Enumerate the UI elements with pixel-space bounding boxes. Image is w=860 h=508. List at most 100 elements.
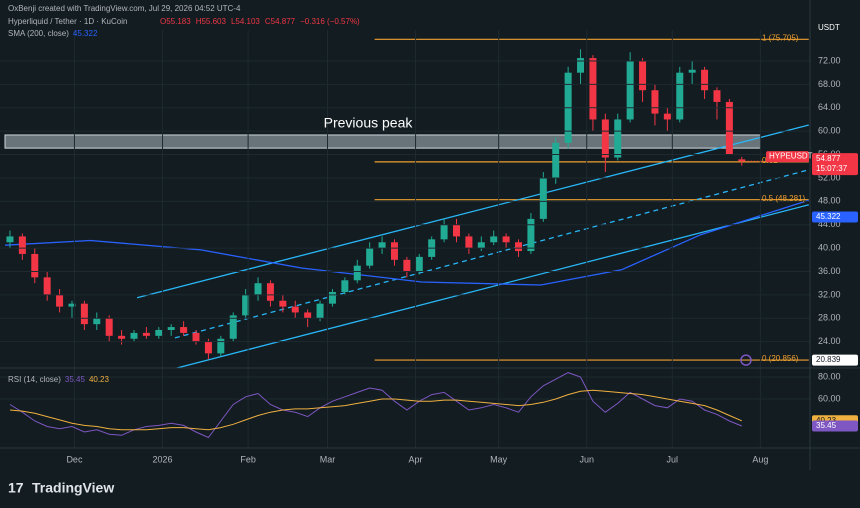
candle-body <box>477 242 485 249</box>
candle-body <box>328 291 336 304</box>
y-tick-label: 44.00 <box>818 219 841 229</box>
candle-body <box>341 280 349 292</box>
sma-name: SMA (200, close) <box>8 29 69 38</box>
candle-body <box>180 327 188 333</box>
x-tick-label: 2026 <box>153 454 173 464</box>
logo-mark: 17 <box>8 480 24 496</box>
rsi-ma-value: 40.23 <box>89 375 110 384</box>
countdown: 15:07:37 <box>816 164 848 173</box>
candle-body <box>452 224 460 237</box>
y-tick-label: 60.00 <box>818 126 841 136</box>
rsi-tag-bg <box>812 420 858 432</box>
sma-line <box>4 199 809 286</box>
channel-line <box>174 204 809 368</box>
candle-body <box>304 312 312 319</box>
previous-peak-zone <box>4 134 761 149</box>
candle-body <box>6 236 14 243</box>
symbol: Hyperliquid / Tether · 1D · KuCoin <box>8 17 127 26</box>
rsi-ma-tag: 40.23 <box>816 416 837 425</box>
x-tick-label: Dec <box>66 454 83 464</box>
candle-body <box>130 332 138 339</box>
ohlc-value: L54.103 <box>231 17 260 26</box>
rsi-tick-label: 60.00 <box>818 393 841 403</box>
candle-body <box>378 242 386 249</box>
ohlc-value: −0.316 (−0.57%) <box>300 17 360 26</box>
channel-line <box>174 169 809 339</box>
candle-body <box>440 224 448 240</box>
rsi-value: 35.45 <box>65 375 86 384</box>
rsi-tag: 35.45 <box>816 421 837 430</box>
candle-body <box>614 119 622 158</box>
x-tick-label: Aug <box>752 454 768 464</box>
candle-body <box>738 159 746 162</box>
candle-body <box>651 90 659 114</box>
candle-body <box>539 177 547 219</box>
candle-body <box>676 72 684 120</box>
ticker-tag-bg <box>766 151 809 163</box>
y-tick-label: 24.00 <box>818 336 841 346</box>
candle-body <box>167 327 175 330</box>
ohlc-value: C54.877 <box>265 17 296 26</box>
x-tick-label: May <box>490 454 508 464</box>
y-tick-label: 32.00 <box>818 289 841 299</box>
candle-body <box>316 303 324 319</box>
candle-body <box>403 259 411 272</box>
candle-body <box>527 218 535 252</box>
candle-body <box>68 303 76 307</box>
y-tick-label: 52.00 <box>818 172 841 182</box>
candle-body <box>415 256 423 272</box>
candle-body <box>515 242 523 252</box>
y-tick-label: 68.00 <box>818 79 841 89</box>
candle-body <box>713 90 721 102</box>
credit: OxBenji created with TradingView.com, Ju… <box>8 4 241 13</box>
plot-area <box>4 38 809 368</box>
candle-body <box>155 329 163 336</box>
x-tick-label: Jul <box>667 454 679 464</box>
candle-body <box>465 236 473 249</box>
sma-tag: 45.322 <box>816 212 841 221</box>
chart-layer: 24.00 28.00 32.00 36.00 40.00 44.00 48.00 52.00… <box>0 30 841 464</box>
x-tick-label: Mar <box>320 454 336 464</box>
fib-label: 1 (75.705) <box>762 33 799 42</box>
candle-body <box>353 265 361 281</box>
ohlc-value: O55.183 <box>160 17 191 26</box>
candle-body <box>266 283 274 301</box>
y-tick-label: 48.00 <box>818 196 841 206</box>
candle-body <box>577 58 585 73</box>
logo: TradingView <box>32 480 114 496</box>
y-tick-label: 72.00 <box>818 55 841 65</box>
ohlc-value: H55.603 <box>196 17 227 26</box>
alert-icon <box>740 354 752 366</box>
candle-body <box>601 119 609 158</box>
candle-body <box>43 277 51 295</box>
x-tick-label: Feb <box>240 454 256 464</box>
candle-body <box>18 236 26 254</box>
candle-body <box>56 294 64 307</box>
y-tick-label: 36.00 <box>818 266 841 276</box>
candle-body <box>390 242 398 260</box>
fib-label: 0 (20.856) <box>762 354 799 363</box>
candle-body <box>626 60 634 120</box>
ticker-tag: HYPEUSDT <box>769 152 813 161</box>
candle-body <box>589 58 597 120</box>
annotation: Previous peak <box>324 115 414 131</box>
candle-body <box>291 306 299 313</box>
low-tag-bg <box>812 354 858 366</box>
candle-body <box>217 338 225 354</box>
candle-body <box>80 303 88 325</box>
candle-body <box>639 60 647 91</box>
candle-body <box>142 332 150 336</box>
candle-body <box>552 142 560 178</box>
candle-body <box>204 341 212 354</box>
sma-value: 45.322 <box>73 29 98 38</box>
candle-body <box>93 318 101 325</box>
last-price-bg <box>812 153 858 176</box>
channel-line <box>136 124 809 299</box>
candle-body <box>242 294 250 316</box>
candle-body <box>366 248 374 266</box>
rsi-name: RSI (14, close) <box>8 375 61 384</box>
y-tick-label: 64.00 <box>818 102 841 112</box>
low-tag: 20.839 <box>816 355 841 364</box>
candle-body <box>725 101 733 155</box>
candle-body <box>31 253 39 278</box>
